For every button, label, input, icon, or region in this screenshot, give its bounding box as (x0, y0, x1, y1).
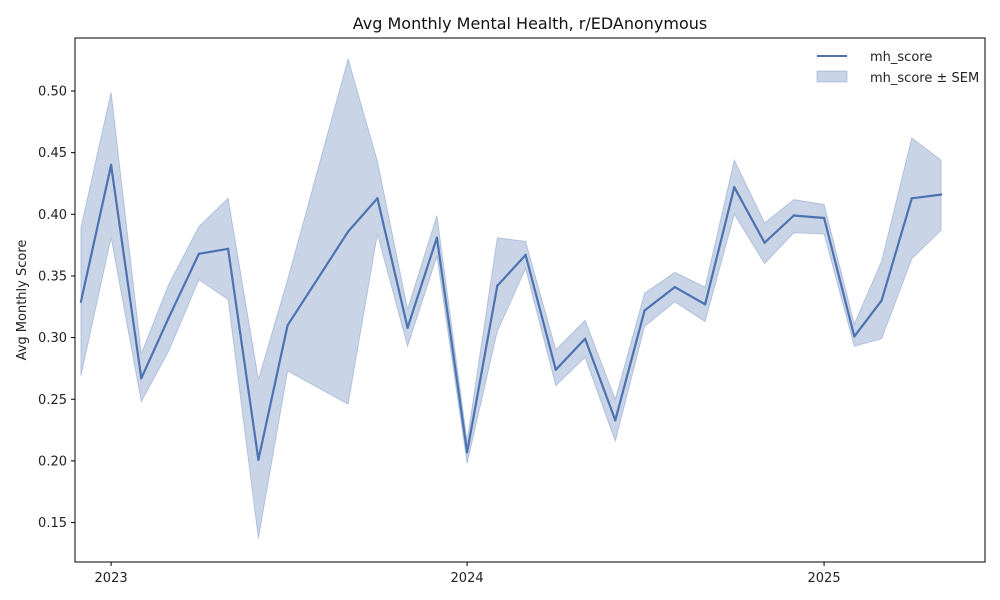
y-tick-label: 0.35 (38, 269, 67, 284)
data-point (763, 241, 766, 244)
data-point (406, 326, 409, 329)
data-point (226, 247, 230, 250)
data-point (197, 252, 201, 255)
data-point (733, 186, 736, 189)
data-point (465, 451, 469, 454)
y-axis-label: Avg Monthly Score (15, 240, 30, 361)
y-tick-label: 0.30 (38, 331, 67, 346)
data-point (853, 335, 856, 338)
data-point (822, 216, 826, 220)
data-point (643, 309, 646, 312)
y-tick-label: 0.40 (38, 208, 67, 223)
data-point (583, 337, 587, 340)
data-point (910, 197, 913, 200)
data-point (673, 285, 676, 289)
x-tick-label: 2023 (95, 571, 128, 586)
sem-band (80, 57, 942, 539)
data-point (109, 163, 113, 167)
legend: mh_score mh_score ± SEM (816, 50, 979, 86)
data-point (79, 300, 83, 303)
axes-frame (74, 37, 986, 563)
legend-label-mh-score-sem: mh_score ± SEM (870, 71, 979, 86)
data-point (939, 193, 943, 196)
data-point (140, 377, 143, 380)
data-point (286, 324, 289, 327)
data-point (257, 458, 260, 461)
y-tick-label: 0.20 (38, 454, 67, 469)
y-tick-label: 0.45 (38, 146, 67, 161)
chart-title: Avg Monthly Mental Health, r/EDAnonymous (353, 14, 707, 33)
data-point (524, 253, 527, 257)
legend-band-swatch (816, 70, 848, 83)
data-point (435, 236, 439, 239)
x-tick-label: 2024 (451, 571, 484, 586)
data-point (554, 368, 557, 371)
data-point (376, 197, 379, 200)
data-point (346, 230, 350, 233)
data-point (792, 214, 795, 217)
data-point (880, 299, 883, 302)
data-point (167, 316, 170, 320)
y-tick-label: 0.25 (38, 393, 67, 408)
data-point (703, 303, 707, 306)
data-point (614, 419, 617, 422)
y-tick-label: 0.50 (38, 85, 67, 100)
legend-label-mh-score: mh_score (870, 50, 932, 65)
y-tick-label: 0.15 (38, 516, 67, 531)
axes: 0.15 0.20 0.25 0.30 0.35 0.40 0.45 0.50 2023 2024… (38, 37, 986, 586)
x-tick-label: 2025 (808, 571, 841, 586)
plot-area (79, 57, 943, 539)
data-point (496, 284, 499, 287)
